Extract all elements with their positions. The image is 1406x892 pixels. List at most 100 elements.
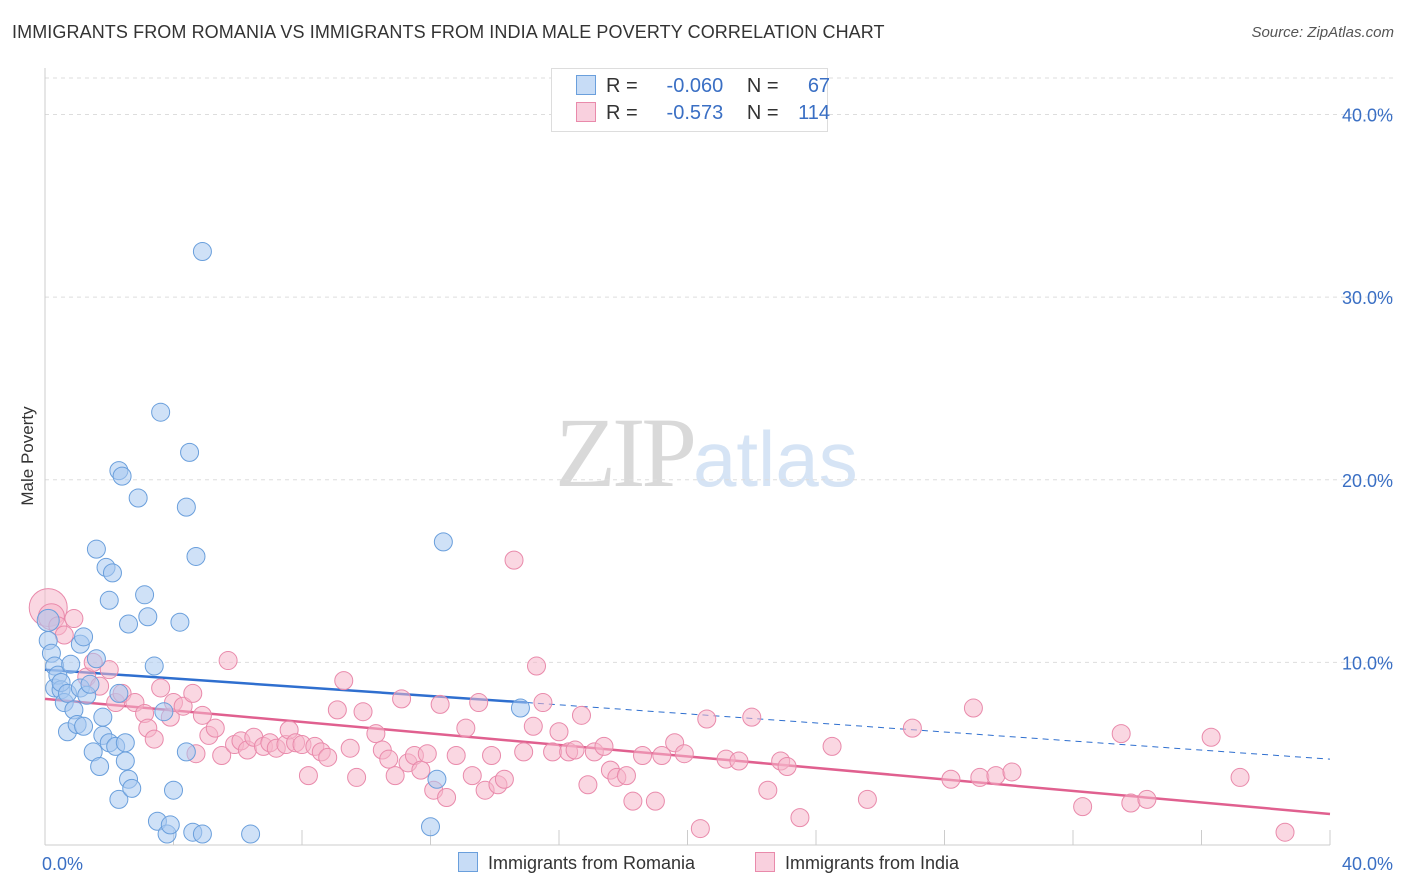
india-point <box>857 789 877 809</box>
india-point <box>523 716 543 736</box>
romania-r-label: R = <box>606 75 638 97</box>
romania-point <box>186 546 206 566</box>
india-point <box>986 766 1006 786</box>
india-point <box>941 769 961 789</box>
india-point <box>173 696 193 716</box>
romania-point <box>160 815 180 835</box>
romania-point <box>427 769 447 789</box>
india-point <box>366 724 386 744</box>
romania-point <box>144 656 164 676</box>
romania-point <box>86 649 106 669</box>
watermark: ZIPatlas <box>555 395 858 510</box>
chart-title: IMMIGRANTS FROM ROMANIA VS IMMIGRANTS FR… <box>12 22 885 42</box>
india-r-value: -0.573 <box>666 102 724 124</box>
india-point <box>446 746 466 766</box>
romania-point <box>433 532 453 552</box>
india-point <box>1121 793 1141 813</box>
india-point <box>205 718 225 738</box>
romania-point <box>93 707 113 727</box>
romania-point <box>151 402 171 422</box>
stats-legend: R = -0.060 N = 67 R = -0.573 N = 114 <box>551 68 831 132</box>
romania-point <box>180 442 200 462</box>
india-point <box>1230 767 1250 787</box>
romania-point <box>176 742 196 762</box>
india-point <box>742 707 762 727</box>
india-point <box>334 671 354 691</box>
romania-point <box>138 607 158 627</box>
india-point <box>790 808 810 828</box>
india-point <box>437 788 457 808</box>
romania-point <box>192 824 212 844</box>
x-tick-label-start: 0.0% <box>42 854 83 874</box>
romania-point <box>102 563 122 583</box>
india-point <box>571 705 591 725</box>
india-point <box>379 749 399 769</box>
india-n-label: N = <box>746 102 779 124</box>
tick-labels: 10.0% 20.0% 30.0% 40.0% 0.0% 40.0% <box>42 106 1393 874</box>
india-point <box>192 705 212 725</box>
india-point <box>565 740 585 760</box>
india-point <box>298 766 318 786</box>
india-point <box>144 729 164 749</box>
india-point <box>777 756 797 776</box>
india-point <box>970 767 990 787</box>
india-point <box>327 700 347 720</box>
india-r-label: R = <box>606 102 638 124</box>
grid-lines <box>45 77 1395 663</box>
romania-r-value: -0.060 <box>666 75 724 97</box>
india-point <box>758 780 778 800</box>
romania-trend-line <box>44 668 527 704</box>
romania-point <box>115 733 135 753</box>
india-point <box>645 791 665 811</box>
romania-point <box>80 674 100 694</box>
romania-n-value: 67 <box>807 75 831 97</box>
india-point <box>729 751 749 771</box>
romania-point <box>135 585 155 605</box>
india-point <box>1111 724 1131 744</box>
romania-point <box>122 778 142 798</box>
watermark-zip: ZIP <box>555 397 697 508</box>
india-point <box>963 698 983 718</box>
romania-point <box>192 241 212 261</box>
romania-point <box>119 614 139 634</box>
india-point <box>469 693 489 713</box>
india-point <box>347 767 367 787</box>
romania-point <box>36 608 60 632</box>
india-point <box>318 747 338 767</box>
india-point <box>527 656 547 676</box>
romania-point <box>74 627 94 647</box>
romania-point <box>510 698 530 718</box>
india-point <box>822 736 842 756</box>
india-legend-label: Immigrants from India <box>785 853 960 873</box>
romania-point <box>109 789 129 809</box>
india-point <box>549 722 569 742</box>
y-tick-label-30: 30.0% <box>1342 288 1393 308</box>
romania-point <box>74 716 94 736</box>
bottom-legend-india: Immigrants from India <box>755 852 959 874</box>
romania-point <box>112 466 132 486</box>
romania-point <box>164 780 183 800</box>
romania-legend-swatch <box>458 852 478 872</box>
india-point <box>482 746 502 766</box>
romania-point <box>90 756 110 776</box>
india-point <box>594 736 614 756</box>
india-point <box>1137 789 1157 809</box>
india-point <box>392 689 412 709</box>
india-point <box>417 744 437 764</box>
legend-row-india: R = -0.573 N = 114 <box>576 102 830 126</box>
romania-point <box>241 824 261 844</box>
chart-source: Source: ZipAtlas.com <box>1251 24 1394 41</box>
romania-point <box>115 751 135 771</box>
india-point <box>1275 822 1295 842</box>
india-point <box>578 775 598 795</box>
romania-n-label: N = <box>746 75 779 97</box>
y-tick-label-20: 20.0% <box>1342 471 1393 491</box>
romania-point <box>170 612 190 632</box>
romania-swatch <box>576 75 596 95</box>
india-point <box>616 766 636 786</box>
bottom-legend-romania: Immigrants from Romania <box>458 852 695 874</box>
india-point <box>99 660 119 680</box>
india-point <box>54 625 74 645</box>
india-n-value: 114 <box>798 102 831 124</box>
india-point <box>183 683 203 703</box>
